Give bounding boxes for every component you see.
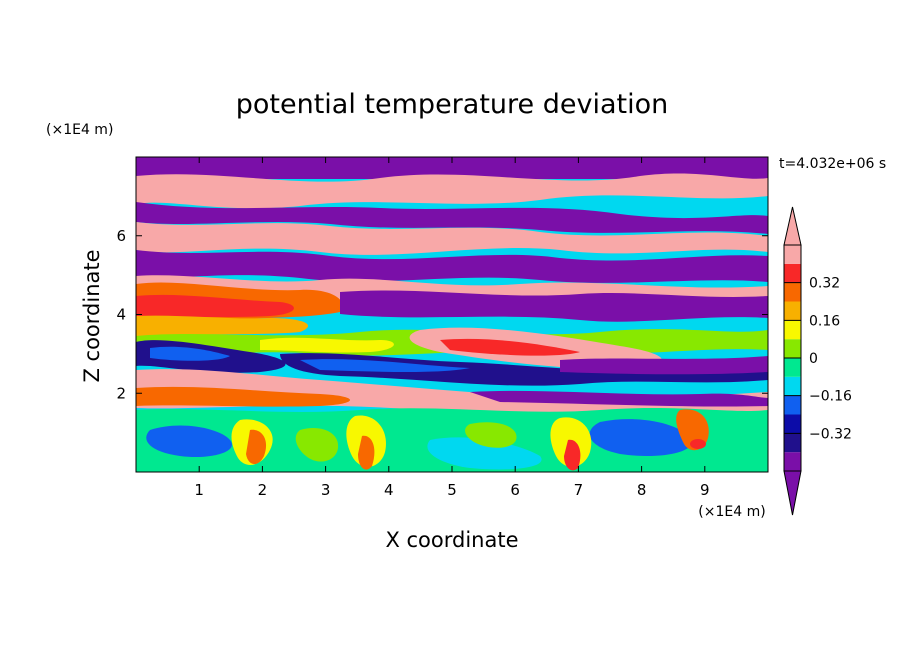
blue-band-mid xyxy=(300,359,470,372)
y-axis-title: Z coordinate xyxy=(80,249,104,382)
green-eddy-1 xyxy=(295,428,339,462)
green-eddy-2 xyxy=(465,422,517,448)
colorbar-label: −0.32 xyxy=(809,426,852,442)
red-plume-3 xyxy=(564,439,581,471)
colorbar-swatch xyxy=(784,376,801,396)
colorbar: 0.32 0.16 0 −0.16 −0.32 xyxy=(783,206,852,516)
band-top-purple xyxy=(136,157,768,179)
colorbar-swatch xyxy=(784,301,801,321)
colorbar-under-arrow xyxy=(783,470,802,516)
y-tick-label: 2 xyxy=(116,384,126,402)
x-tick-label: 4 xyxy=(384,481,394,499)
blue-eddy-2 xyxy=(589,419,692,457)
blue-eddy-1 xyxy=(146,425,232,458)
dark-band-mid xyxy=(280,353,768,386)
x-tick-label: 2 xyxy=(258,481,268,499)
time-label: t=4.032e+06 s xyxy=(779,156,886,172)
x-tick-label: 6 xyxy=(510,481,520,499)
band-purple-2 xyxy=(136,250,768,283)
colorbar-swatch xyxy=(784,320,801,340)
colorbar-swatch xyxy=(784,245,801,264)
blue-patch-1 xyxy=(150,346,230,361)
band-pink-2 xyxy=(136,222,768,255)
colorbar-swatch xyxy=(784,358,801,377)
band-purple-3 xyxy=(340,290,768,322)
colorbar-over-arrow xyxy=(783,206,802,246)
y-tick-label: 4 xyxy=(116,306,126,324)
cyan-eddy-1 xyxy=(427,437,542,470)
y-axis: 2 4 6 xyxy=(116,227,768,402)
y-tick-label: 6 xyxy=(116,227,126,245)
y-unit-label: (×1E4 m) xyxy=(46,122,113,138)
colorbar-swatch xyxy=(784,452,801,471)
x-tick-label: 9 xyxy=(700,481,710,499)
amber-patch-left xyxy=(136,315,309,338)
orange-plume-1 xyxy=(246,429,267,465)
chart-title: potential temperature deviation xyxy=(236,89,668,120)
colorbar-label: 0.16 xyxy=(809,313,840,329)
red-spot-4 xyxy=(690,439,706,449)
orange-plume-2 xyxy=(358,435,375,470)
x-tick-label: 7 xyxy=(574,481,584,499)
contour-field xyxy=(136,157,768,472)
colorbar-swatch xyxy=(784,263,801,283)
colorbar-swatch xyxy=(784,414,801,434)
colorbar-swatch xyxy=(784,282,801,302)
red-patch-mid xyxy=(440,338,580,356)
colorbar-swatch xyxy=(784,433,801,453)
x-tick-label: 5 xyxy=(447,481,457,499)
colorbar-label: −0.16 xyxy=(809,389,852,405)
x-tick-label: 1 xyxy=(194,481,204,499)
colorbar-swatch xyxy=(784,395,801,415)
x-axis-title: X coordinate xyxy=(385,528,518,552)
x-unit-label: (×1E4 m) xyxy=(698,504,765,520)
x-tick-label: 8 xyxy=(637,481,647,499)
colorbar-swatch xyxy=(784,339,801,358)
band-purple-1 xyxy=(136,202,768,234)
colorbar-label: 0 xyxy=(809,351,818,367)
orange-stripe-lower xyxy=(136,386,350,407)
hot-patch-left xyxy=(136,294,294,318)
colorbar-label: 0.32 xyxy=(809,276,840,292)
x-tick-label: 3 xyxy=(321,481,331,499)
band-pink-1 xyxy=(136,173,768,209)
x-axis: 1 2 3 4 5 6 7 8 9 xyxy=(194,157,710,499)
yellow-patch-1 xyxy=(260,337,394,353)
purple-band-mid xyxy=(560,356,768,375)
purple-stripe-lower xyxy=(470,390,768,407)
